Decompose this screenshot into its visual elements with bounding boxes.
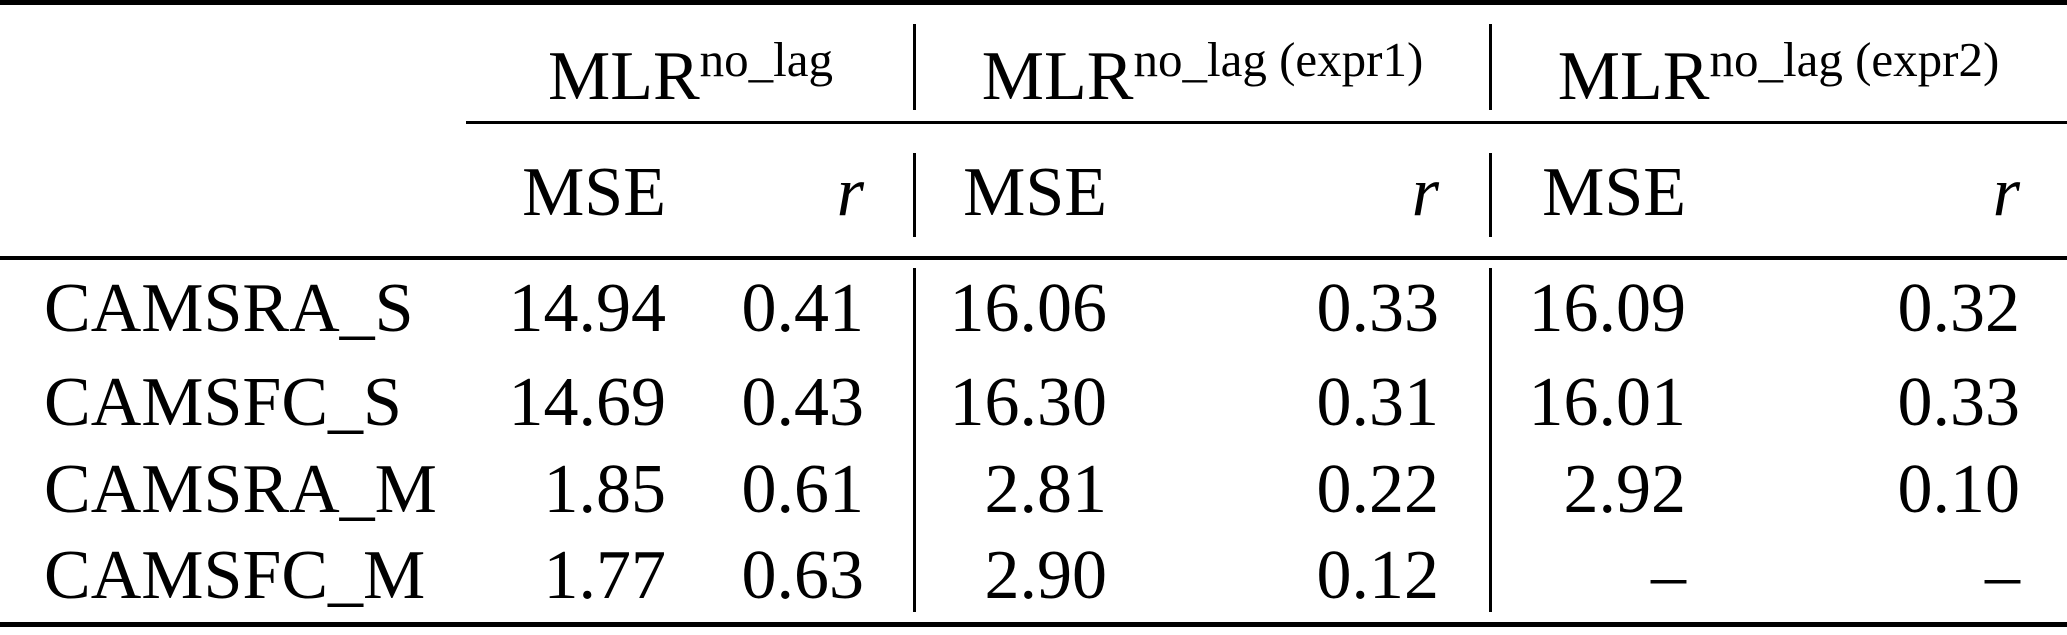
group-header-mlr-no-lag-expr2: MLRno_lag (expr2) (1490, 0, 2067, 126)
column-separator (1489, 153, 1492, 237)
group-header-underline-rule (466, 121, 2067, 124)
mse-value: 14.69 (508, 364, 667, 442)
r-value: 0.33 (1316, 270, 1440, 348)
r-value: 0.12 (1316, 536, 1440, 614)
table-row: CAMSRA_M 1.85 0.61 2.81 0.22 2.92 0.10 (0, 447, 2067, 533)
column-separator (1489, 268, 1492, 612)
mse-header-3: MSE (1542, 153, 1687, 231)
r-header-3: r (1992, 153, 2021, 231)
r-value: 0.43 (741, 364, 865, 442)
group-header-base: MLR (1557, 38, 1710, 116)
r-value: 0.10 (1897, 451, 2021, 529)
mse-value: 2.92 (1563, 451, 1687, 529)
top-rule (0, 0, 2067, 5)
mse-header-1: MSE (522, 153, 666, 231)
mse-value: 16.30 (949, 364, 1108, 442)
r-header-1: r (836, 153, 865, 231)
bottom-rule (0, 622, 2067, 627)
group-header-mlr-no-lag-expr1: MLRno_lag (expr1) (915, 0, 1490, 126)
group-header-row: MLRno_lag MLRno_lag (expr1) MLRno_lag (e… (0, 0, 2067, 126)
column-separator (913, 24, 916, 110)
table-row: CAMSRA_S 14.94 0.41 16.06 0.33 16.09 0.3… (0, 259, 2067, 359)
table-row: CAMSFC_S 14.69 0.43 16.30 0.31 16.01 0.3… (0, 359, 2067, 447)
mse-value: 1.77 (543, 536, 667, 614)
mse-value: 16.09 (1528, 270, 1687, 348)
mse-value: 14.94 (508, 270, 667, 348)
r-value: 0.32 (1897, 270, 2021, 348)
metric-header-row: MSE r MSE r MSE r (0, 126, 2067, 259)
r-header-2: r (1411, 153, 1440, 231)
header-body-separator-rule (0, 256, 2067, 260)
results-table: MLRno_lag MLRno_lag (expr1) MLRno_lag (e… (0, 0, 2067, 618)
r-value: 0.63 (741, 536, 865, 614)
mse-value: – (1651, 536, 1687, 614)
mse-value: 16.01 (1528, 364, 1687, 442)
mse-header-2: MSE (963, 153, 1108, 231)
corner-cell (0, 126, 466, 259)
mse-value: 16.06 (949, 270, 1108, 348)
group-header-superscript: no_lag (699, 31, 834, 87)
table-row: CAMSFC_M 1.77 0.63 2.90 0.12 – – (0, 533, 2067, 618)
row-label: CAMSFC_S (44, 364, 402, 442)
mse-value: 2.81 (984, 451, 1108, 529)
mse-value: 2.90 (984, 536, 1108, 614)
r-value: 0.33 (1897, 364, 2021, 442)
group-header-base: MLR (981, 38, 1134, 116)
column-separator (913, 268, 916, 612)
r-value: 0.22 (1316, 451, 1440, 529)
r-value: – (1985, 536, 2021, 614)
mse-value: 1.85 (543, 451, 667, 529)
corner-cell (0, 0, 466, 126)
group-header-superscript: no_lag (expr1) (1133, 31, 1424, 87)
column-separator (1489, 24, 1492, 110)
r-value: 0.41 (741, 270, 865, 348)
row-label: CAMSRA_M (44, 451, 437, 529)
r-value: 0.31 (1316, 364, 1440, 442)
group-header-base: MLR (547, 38, 700, 116)
row-label: CAMSFC_M (44, 536, 426, 614)
r-value: 0.61 (741, 451, 865, 529)
group-header-superscript: no_lag (expr2) (1709, 31, 2000, 87)
row-label: CAMSRA_S (44, 270, 414, 348)
group-header-mlr-no-lag: MLRno_lag (466, 0, 915, 126)
column-separator (913, 153, 916, 237)
